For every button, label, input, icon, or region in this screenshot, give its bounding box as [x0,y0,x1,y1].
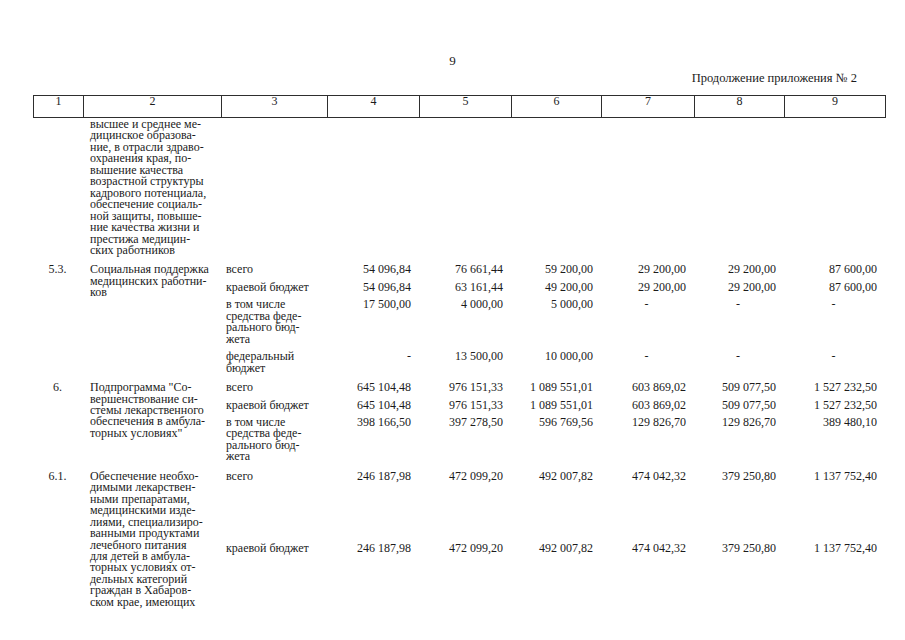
section-name: Социальная поддержка медицинских работни… [82,264,220,298]
section-number: 5.3. [33,264,82,275]
amount-cell: 29 200,00 [600,264,693,275]
table-section: 6.Подпрограмма "Со- вершенствование си- … [33,382,886,463]
funding-source-label: в том числе средства феде- рального бюд-… [220,417,326,463]
amount-cell: 49 200,00 [510,282,600,293]
header-cell: 6 [511,96,601,117]
amount-cell: 472 099,20 [418,471,510,482]
table-section: высшее и среднее ме- дицинское образова-… [33,119,886,256]
header-cell: 5 [419,96,511,117]
amount-cell: 474 042,32 [600,543,693,554]
amount-cell: 246 187,98 [326,543,418,554]
amount-cell: 246 187,98 [326,471,418,482]
section-name: Подпрограмма "Со- вершенствование си- ст… [82,382,220,439]
dash-cell: - [693,299,783,310]
amount-cell: 472 099,20 [418,543,510,554]
amount-cell: 129 826,70 [600,417,693,428]
header-cell: 7 [601,96,694,117]
amount-cell: 129 826,70 [693,417,783,428]
section-name: высшее и среднее ме- дицинское образова-… [82,119,220,256]
amount-cell: 976 151,33 [418,382,510,393]
funding-source-label: в том числе средства феде- рального бюд-… [220,299,326,345]
header-row: 123456789 [33,95,886,118]
amount-cell: 1 527 232,50 [783,382,884,393]
amount-cell: 509 077,50 [693,400,783,411]
amount-cell: 54 096,84 [326,264,418,275]
header-cell: 2 [83,96,221,117]
header-cell: 4 [327,96,419,117]
dash-cell: - [783,351,884,362]
amount-cell: 1 089 551,01 [510,382,600,393]
amount-cell: 1 137 752,40 [783,471,884,482]
dash-cell: - [600,351,693,362]
section-number: 6. [33,382,82,393]
funding-source-label: всего [220,382,326,393]
amount-cell: 645 104,48 [326,382,418,393]
table-section: 5.3.Социальная поддержка медицинских раб… [33,264,886,374]
section-number: 6.1. [33,471,82,482]
amount-cell: 596 769,56 [510,417,600,428]
funding-source-label: краевой бюджет [220,282,326,293]
amount-cell: 63 161,44 [418,282,510,293]
table-section: 6.1.Обеспечение необхо- димыми лекарстве… [33,471,886,608]
amount-cell: 389 480,10 [783,417,884,428]
amount-cell: 17 500,00 [326,299,418,310]
header-cell: 1 [34,96,83,117]
amount-cell: 397 278,50 [418,417,510,428]
funding-source-label: федеральный бюджет [220,351,326,374]
amount-cell: 10 000,00 [510,351,600,362]
amount-cell: 379 250,80 [693,471,783,482]
amount-cell: 645 104,48 [326,400,418,411]
table-body: высшее и среднее ме- дицинское образова-… [33,119,886,608]
funding-source-label: краевой бюджет [220,400,326,411]
funding-source-label: всего [220,264,326,275]
amount-cell: 603 869,02 [600,382,693,393]
amount-cell: 76 661,44 [418,264,510,275]
header-cell: 9 [784,96,885,117]
dash-cell: - [693,351,783,362]
amount-cell: 87 600,00 [783,282,884,293]
amount-cell: 54 096,84 [326,282,418,293]
header-cell: 3 [221,96,327,117]
amount-cell: 29 200,00 [693,282,783,293]
continuation-note: Продолжение приложения № 2 [692,71,857,85]
document-page: 9 Продолжение приложения № 2 123456789 в… [0,0,905,640]
dash-cell: - [783,299,884,310]
header-cell: 8 [694,96,784,117]
amount-cell: 87 600,00 [783,264,884,275]
amount-cell: 4 000,00 [418,299,510,310]
funding-source-label: краевой бюджет [220,543,326,554]
amount-cell: 492 007,82 [510,471,600,482]
amount-cell: 379 250,80 [693,543,783,554]
amount-cell: 1 137 752,40 [783,543,884,554]
funding-source-label: всего [220,471,326,482]
dash-cell: - [326,351,418,362]
amount-cell: 603 869,02 [600,400,693,411]
amount-cell: 59 200,00 [510,264,600,275]
amount-cell: 1 089 551,01 [510,400,600,411]
amount-cell: 5 000,00 [510,299,600,310]
page-number: 9 [0,54,905,68]
amount-cell: 474 042,32 [600,471,693,482]
amount-cell: 13 500,00 [418,351,510,362]
amount-cell: 976 151,33 [418,400,510,411]
budget-table: 123456789 высшее и среднее ме- дицинское… [33,95,886,608]
amount-cell: 398 166,50 [326,417,418,428]
amount-cell: 29 200,00 [693,264,783,275]
dash-cell: - [600,299,693,310]
amount-cell: 1 527 232,50 [783,400,884,411]
amount-cell: 29 200,00 [600,282,693,293]
section-name: Обеспечение необхо- димыми лекарствен- н… [82,471,220,608]
amount-cell: 509 077,50 [693,382,783,393]
amount-cell: 492 007,82 [510,543,600,554]
